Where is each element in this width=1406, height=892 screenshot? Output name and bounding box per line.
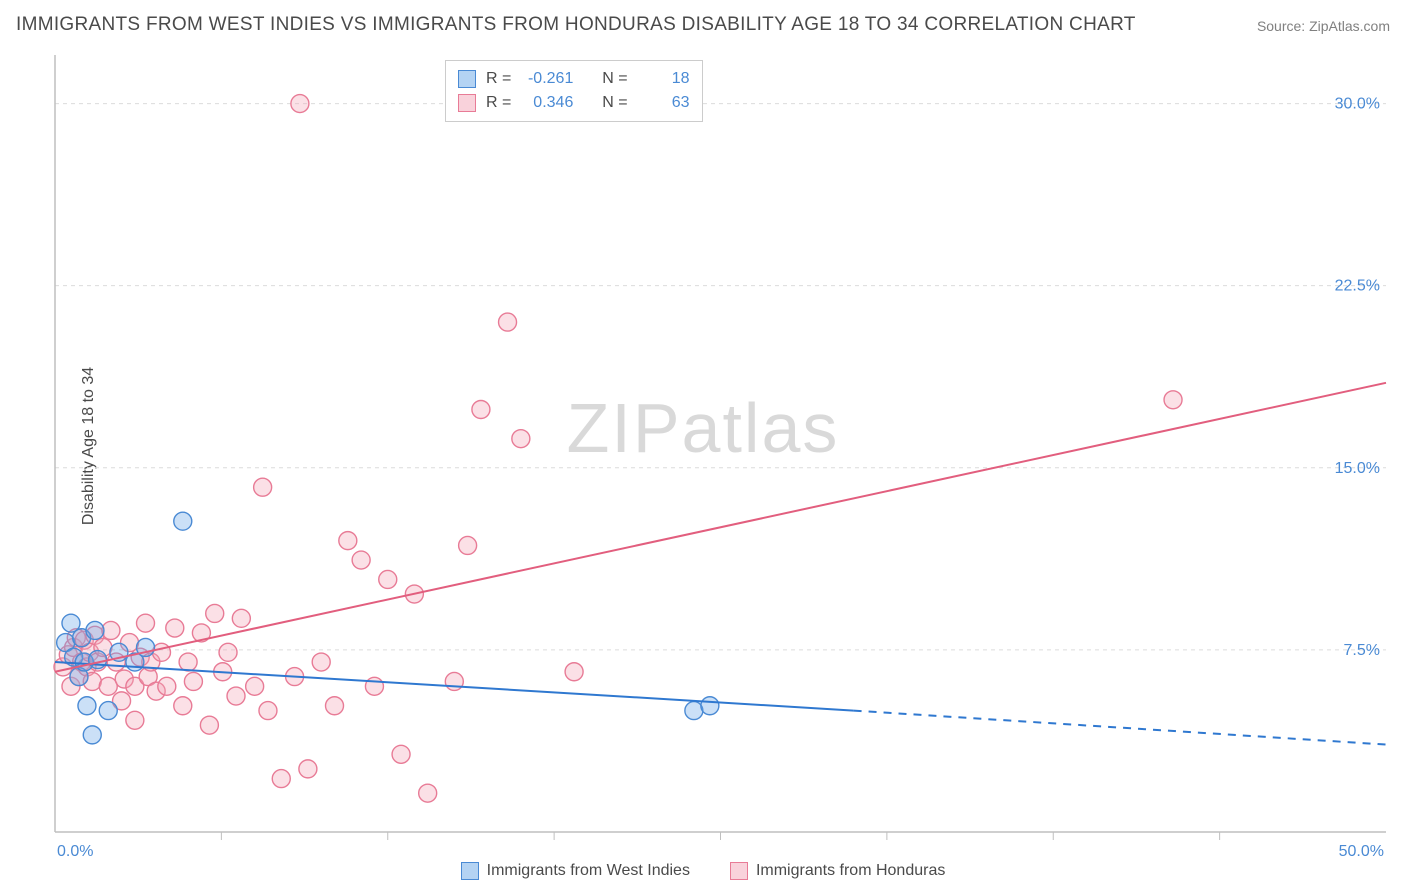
svg-text:0.0%: 0.0% xyxy=(57,843,93,860)
r-value-1: -0.261 xyxy=(521,67,573,91)
n-label: N = xyxy=(602,91,627,115)
r-value-2: 0.346 xyxy=(521,91,573,115)
swatch-series2 xyxy=(458,94,476,112)
r-label: R = xyxy=(486,67,511,91)
svg-text:22.5%: 22.5% xyxy=(1335,278,1380,295)
r-label: R = xyxy=(486,91,511,115)
legend-item-1: Immigrants from West Indies xyxy=(461,862,690,880)
swatch-series1-b xyxy=(461,862,479,880)
svg-text:50.0%: 50.0% xyxy=(1339,843,1384,860)
svg-text:7.5%: 7.5% xyxy=(1344,642,1380,659)
n-value-2: 63 xyxy=(638,91,690,115)
scatter-plot: 7.5% 15.0% 22.5% 30.0% 0.0% 50.0% xyxy=(0,0,1406,892)
legend-row-series1: R = -0.261 N = 18 xyxy=(458,67,690,91)
legend-label-2: Immigrants from Honduras xyxy=(756,862,945,880)
swatch-series2-b xyxy=(730,862,748,880)
chart-container: IMMIGRANTS FROM WEST INDIES VS IMMIGRANT… xyxy=(0,0,1406,892)
legend-row-series2: R = 0.346 N = 63 xyxy=(458,91,690,115)
legend-label-1: Immigrants from West Indies xyxy=(487,862,690,880)
n-value-1: 18 xyxy=(638,67,690,91)
svg-text:15.0%: 15.0% xyxy=(1335,460,1380,477)
legend-item-2: Immigrants from Honduras xyxy=(730,862,945,880)
correlation-legend: R = -0.261 N = 18 R = 0.346 N = 63 xyxy=(445,60,703,122)
series-legend: Immigrants from West Indies Immigrants f… xyxy=(0,862,1406,880)
svg-text:30.0%: 30.0% xyxy=(1335,96,1380,113)
n-label: N = xyxy=(602,67,627,91)
swatch-series1 xyxy=(458,70,476,88)
